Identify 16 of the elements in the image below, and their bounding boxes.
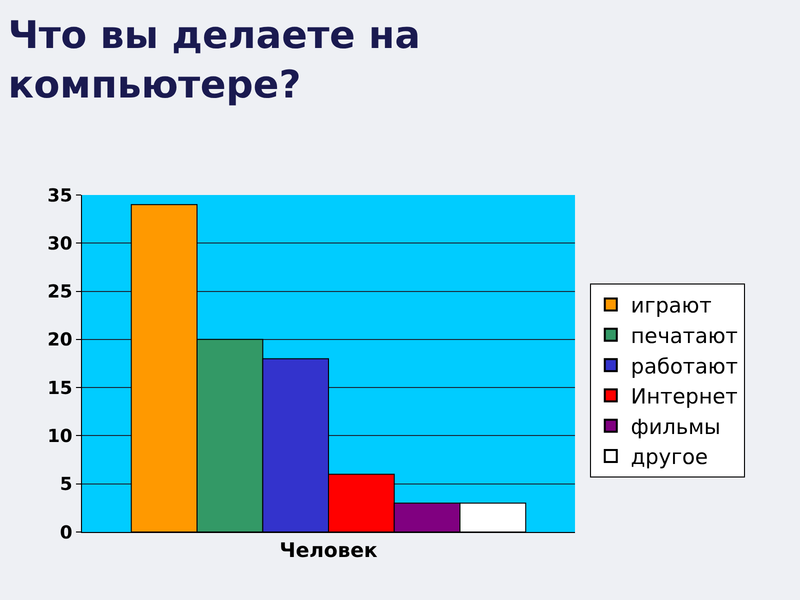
- legend-label: Интернет: [630, 384, 738, 409]
- y-tick-label: 5: [60, 474, 72, 496]
- chart-title: Что вы делаете на компьютере?: [8, 13, 420, 106]
- y-tick-label: 15: [47, 378, 72, 399]
- y-tick-label: 25: [47, 282, 72, 303]
- y-tick-label: 35: [47, 185, 72, 206]
- y-tick-label: 30: [47, 233, 72, 254]
- legend-label: печатают: [630, 324, 738, 348]
- legend-label: фильмы: [630, 414, 721, 439]
- y-tick-label: 10: [47, 426, 72, 448]
- x-tick-label: Человек: [280, 538, 378, 562]
- legend-label: играют: [630, 294, 712, 318]
- y-tick-label: 20: [47, 330, 72, 351]
- y-tick-label: 0: [60, 522, 72, 544]
- legend-label: работают: [630, 354, 738, 378]
- legend-label: другое: [630, 445, 708, 470]
